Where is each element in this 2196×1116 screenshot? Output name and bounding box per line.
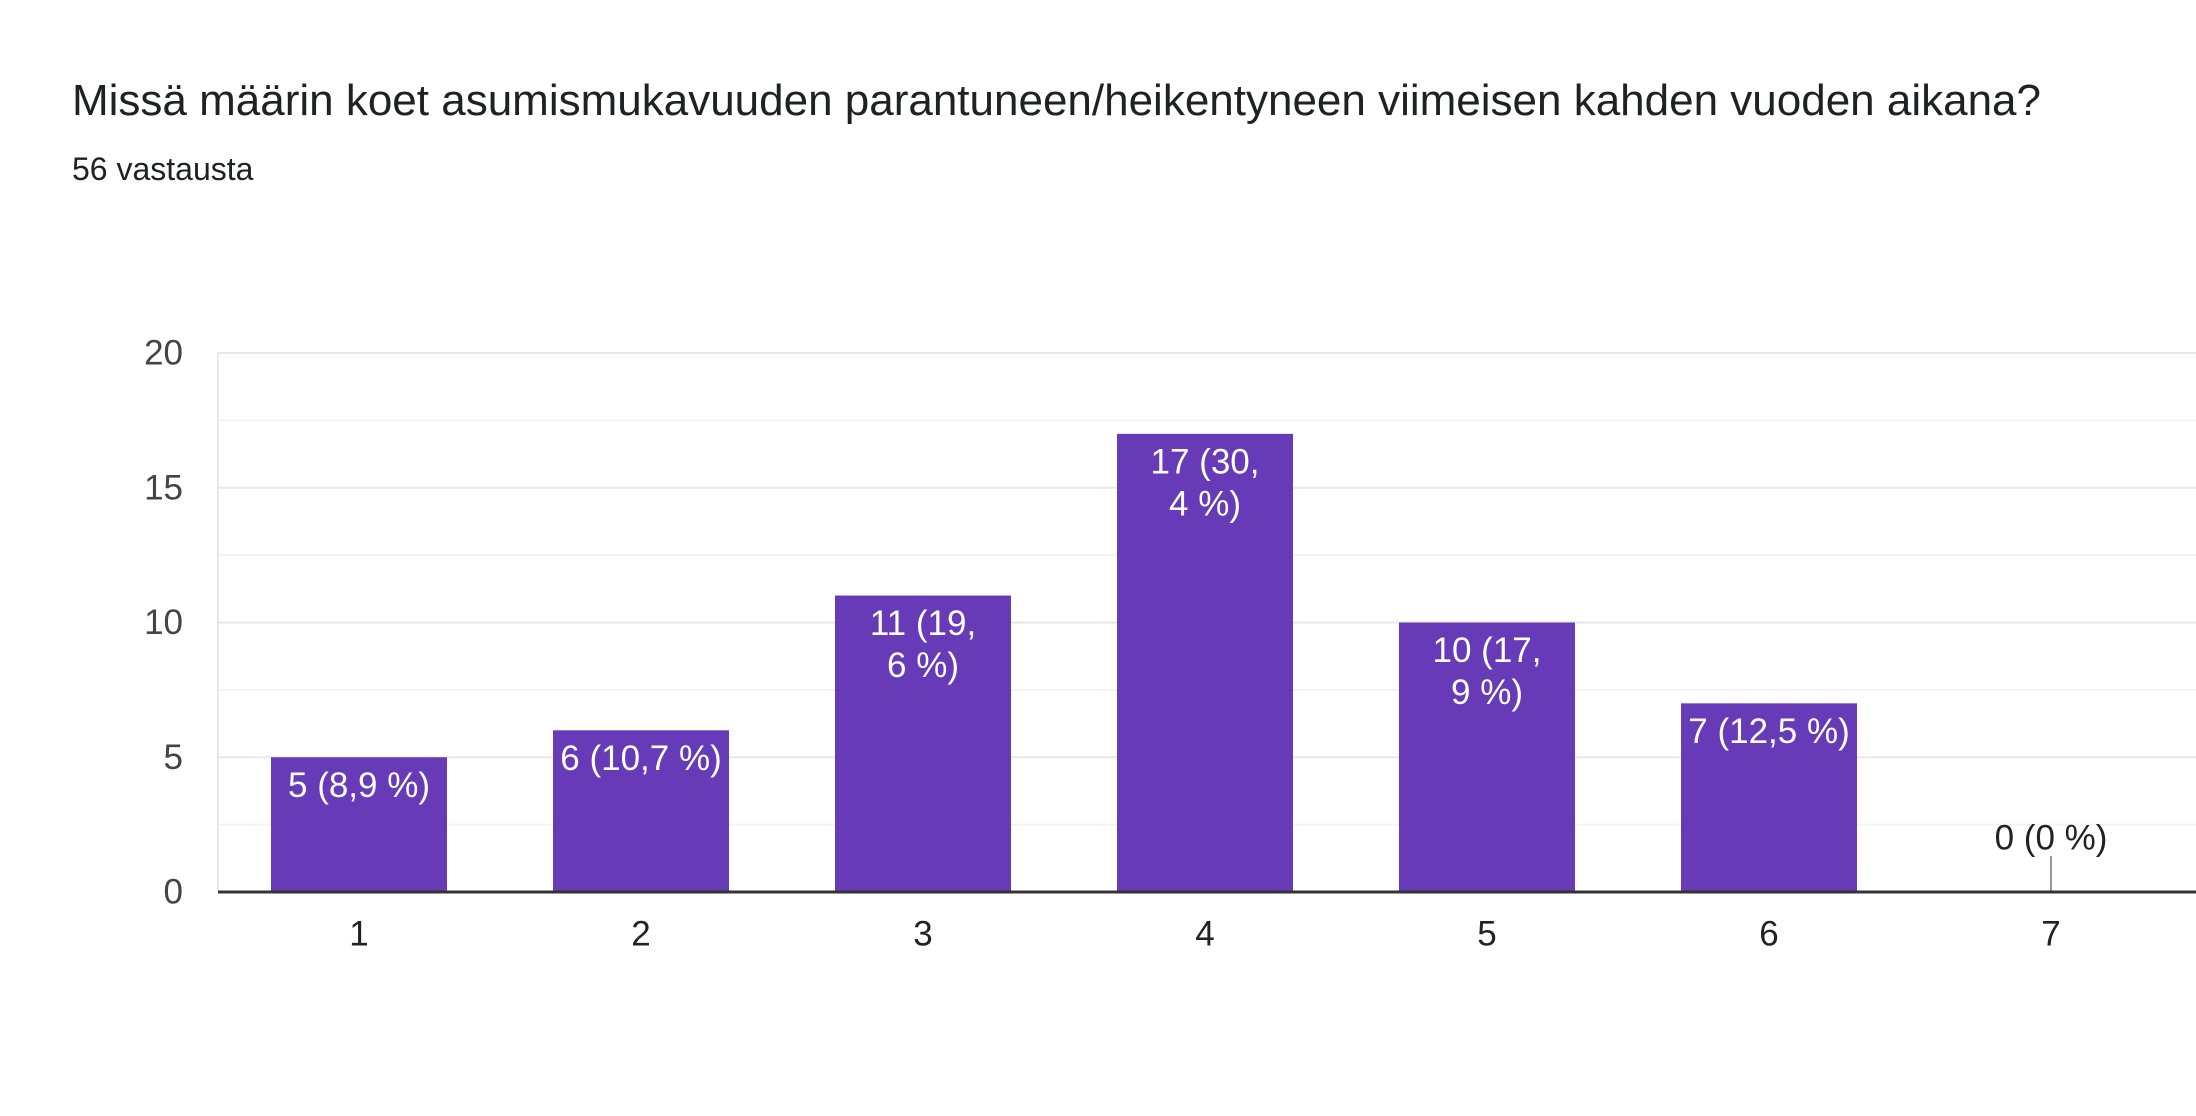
x-tick-label: 3 [913,915,932,954]
bar-data-label: 5 (8,9 %) [288,766,430,805]
x-tick-label: 6 [1759,915,1778,954]
x-tick-label: 5 [1477,915,1496,954]
x-tick-label: 2 [631,915,650,954]
bar-data-label: 6 (10,7 %) [560,739,721,778]
bar[interactable] [1681,703,1857,892]
bar-data-label: 6 %) [887,646,959,685]
axes: 0 5 10 15 20 1 2 3 4 5 6 7 [144,334,2196,954]
x-tick-label: 1 [349,915,368,954]
chart-header: Missä määrin koet asumismukavuuden paran… [72,66,2132,189]
bar-data-label: 4 %) [1169,484,1241,523]
bar[interactable] [271,757,447,892]
bar[interactable] [553,730,729,892]
y-tick-label: 10 [144,603,183,642]
bar-data-label: 0 (0 %) [1995,819,2108,858]
bar[interactable] [835,595,1011,892]
chart-title: Missä määrin koet asumismukavuuden paran… [72,76,2041,125]
bar[interactable] [1117,433,1293,892]
bar-data-label: 7 (12,5 %) [1688,712,1849,751]
data-labels: 5 (8,9 %) 6 (10,7 %) 11 (19,6 %) 17 (30,4 %… [288,442,2107,857]
bar-data-label: 17 (30, [1151,442,1260,481]
response-count: 56 vastausta [72,151,254,187]
y-tick-label: 20 [144,334,183,373]
bars [271,433,2052,893]
y-tick-label: 5 [164,738,183,777]
bar[interactable] [1399,622,1575,893]
bar-data-label: 11 (19, [870,604,976,643]
bar-data-label: 9 %) [1451,673,1523,712]
bar-data-label: 10 (17, [1433,631,1542,670]
y-tick-label: 15 [144,468,183,507]
x-tick-label: 7 [2041,915,2060,954]
x-tick-label: 4 [1195,915,1214,954]
y-tick-label: 0 [164,873,183,912]
